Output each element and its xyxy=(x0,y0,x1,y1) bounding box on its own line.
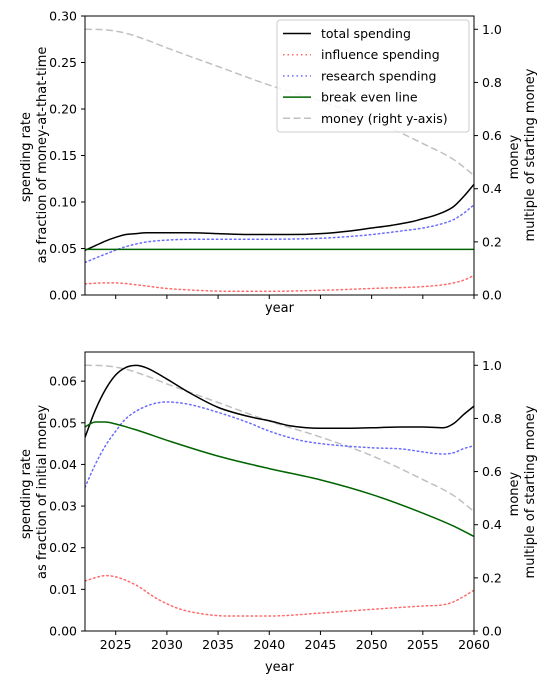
bottom-y-tick-label-4: 0.04 xyxy=(49,457,77,472)
bottom-series-total-spending-line xyxy=(85,364,474,438)
chart-top: 0.000.050.100.150.200.250.30 0.00.20.40.… xyxy=(19,9,538,317)
bottom-y-tick-label-0: 0.00 xyxy=(49,624,77,639)
top-right-y-tick-label-2: 0.4 xyxy=(482,181,502,196)
top-series-research-spending-line xyxy=(85,204,474,264)
bottom-x-tick-label-2025: 2025 xyxy=(100,637,132,652)
top-right-y-axis-label-line2: multiple of starting money xyxy=(523,68,538,241)
top-y-tick-label-2: 0.10 xyxy=(49,195,77,210)
bottom-y-tick-label-3: 0.03 xyxy=(49,499,77,514)
top-y-ticks-right: 0.0 0.2 0.4 0.6 0.8 1.0 xyxy=(474,22,502,303)
top-y-ticks: 0.00 0.05 0.10 0.15 0.20 0.25 0.30 xyxy=(49,9,85,303)
legend-box xyxy=(276,19,470,133)
top-series-influence-spending-line xyxy=(85,274,474,293)
top-right-y-tick-label-3: 0.6 xyxy=(482,128,502,143)
legend-label-research-spending: research spending xyxy=(321,68,436,83)
bottom-x-tick-label-2040: 2040 xyxy=(253,637,285,652)
top-y-tick-label-6: 0.30 xyxy=(49,9,77,24)
bottom-x-tick-label-2045: 2045 xyxy=(305,637,337,652)
bottom-y-tick-label-6: 0.06 xyxy=(49,374,77,389)
bottom-x-tick-label-2060: 2060 xyxy=(458,637,490,652)
top-series-layer xyxy=(85,28,474,293)
bottom-series-break-even-line-line xyxy=(85,421,474,538)
top-right-y-tick-label-0: 0.0 xyxy=(482,288,502,303)
bottom-y-axis-label-line1: spending rate xyxy=(19,449,34,539)
bottom-y-ticks: 0.00 0.01 0.02 0.03 0.04 0.05 0.06 xyxy=(49,374,85,639)
bottom-y-tick-label-5: 0.05 xyxy=(49,415,77,430)
bottom-y-axis-label: spending rate as fraction of initial mon… xyxy=(19,405,50,579)
bottom-right-y-tick-label-2: 0.4 xyxy=(482,517,502,532)
bottom-series-influence-spending-line xyxy=(85,574,474,617)
bottom-x-tick-label-2055: 2055 xyxy=(407,637,439,652)
top-y-tick-label-5: 0.25 xyxy=(49,55,77,70)
top-y-axis-label-line2: as fraction of money-at-that-time xyxy=(35,47,50,264)
bottom-right-y-tick-label-5: 1.0 xyxy=(482,358,502,373)
legend: total spending influence spending research… xyxy=(276,19,470,133)
bottom-right-y-tick-label-1: 0.2 xyxy=(482,570,502,585)
bottom-x-tick-label-2035: 2035 xyxy=(202,637,234,652)
top-y-tick-label-4: 0.20 xyxy=(49,102,77,117)
bottom-x-tick-label-2030: 2030 xyxy=(151,637,183,652)
bottom-right-y-axis-label-line2: multiple of starting money xyxy=(523,405,538,578)
legend-label-total-spending: total spending xyxy=(321,26,411,41)
bottom-y-ticks-right: 0.0 0.2 0.4 0.6 0.8 1.0 xyxy=(474,358,502,639)
legend-label-influence-spending: influence spending xyxy=(321,47,440,62)
bottom-right-y-axis-label: money multiple of starting money xyxy=(507,405,538,578)
top-y-tick-label-1: 0.05 xyxy=(49,241,77,256)
top-right-y-tick-label-4: 0.8 xyxy=(482,75,502,90)
top-y-axis-label-line1: spending rate xyxy=(19,112,34,202)
bottom-right-y-tick-label-4: 0.8 xyxy=(482,411,502,426)
bottom-x-tick-label-2050: 2050 xyxy=(356,637,388,652)
legend-label-break-even-line: break even line xyxy=(321,90,418,105)
top-right-y-tick-label-1: 0.2 xyxy=(482,234,502,249)
bottom-x-ticks: 2025 2030 2035 2040 2045 2050 2055 2060 xyxy=(100,631,490,652)
bottom-right-y-axis-label-line1: money xyxy=(507,471,522,516)
bottom-y-axis-label-line2: as fraction of initial money xyxy=(35,405,50,579)
top-series-total-spending-line xyxy=(85,183,474,252)
top-y-tick-label-3: 0.15 xyxy=(49,148,77,163)
chart-bottom: 2025 2030 2035 2040 2045 2050 2055 2060 0.000.0… xyxy=(19,351,538,675)
top-right-y-axis-label: money multiple of starting money xyxy=(507,68,538,241)
bottom-y-tick-label-1: 0.01 xyxy=(49,582,77,597)
bottom-series-research-spending-line xyxy=(85,401,474,489)
bottom-right-y-tick-label-0: 0.0 xyxy=(482,624,502,639)
bottom-plot-frame xyxy=(84,351,475,632)
bottom-series-money-line xyxy=(85,364,474,513)
top-y-tick-label-0: 0.00 xyxy=(49,288,77,303)
top-right-y-axis-label-line1: money xyxy=(507,134,522,179)
bottom-series-layer xyxy=(85,364,474,617)
top-x-ticks xyxy=(115,295,475,299)
top-x-axis-label: year xyxy=(265,301,295,316)
bottom-x-axis-label: year xyxy=(265,660,295,675)
top-series-money-line xyxy=(85,28,474,177)
bottom-y-tick-label-2: 0.02 xyxy=(49,540,77,555)
top-right-y-tick-label-5: 1.0 xyxy=(482,22,502,37)
top-y-axis-label: spending rate as fraction of money-at-th… xyxy=(19,47,50,264)
bottom-right-y-tick-label-3: 0.6 xyxy=(482,464,502,479)
legend-label-money: money (right y-axis) xyxy=(321,111,448,126)
